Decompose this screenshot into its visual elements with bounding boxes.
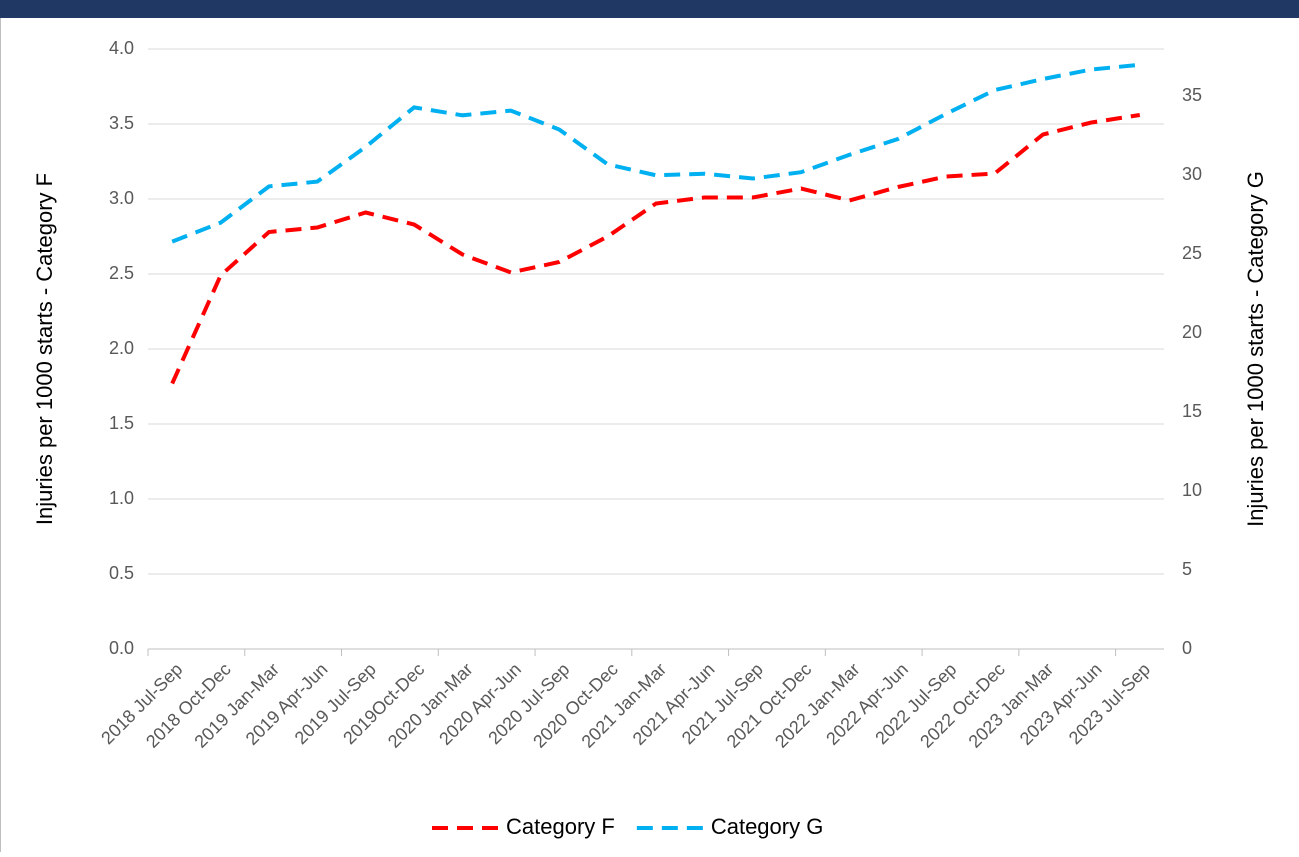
y-tick-label: 2.0 (109, 338, 134, 358)
y-tick-label: 0.5 (109, 563, 134, 583)
y2-tick-label: 30 (1182, 164, 1202, 184)
line-series (171, 62, 1140, 244)
header-bar (0, 0, 1299, 18)
y-tick-label: 3.5 (109, 113, 134, 133)
y2-tick-label: 35 (1182, 85, 1202, 105)
y-tick-label: 3.0 (109, 188, 134, 208)
line-series (170, 113, 1141, 385)
y2-tick-label: 15 (1182, 401, 1202, 421)
y2-tick-label: 20 (1182, 322, 1202, 342)
x-tick-label: 2022 Jan-Mar (771, 659, 864, 752)
x-tick-label: 2020 Jan-Mar (384, 659, 477, 752)
x-tick-label: 2020 Oct-Dec (529, 659, 622, 752)
x-tick-label: 2023 Jan-Mar (965, 659, 1058, 752)
y-tick-label: 1.5 (109, 413, 134, 433)
y2-tick-label: 5 (1182, 559, 1192, 579)
y-tick-label: 1.0 (109, 488, 134, 508)
y2-tick-label: 0 (1182, 638, 1192, 658)
x-tick-label: 2021 Oct-Dec (723, 659, 816, 752)
legend-label: Category G (711, 814, 824, 839)
y-tick-label: 2.5 (109, 263, 134, 283)
y-tick-label: 4.0 (109, 38, 134, 58)
x-tick-label: 2021 Jan-Mar (578, 659, 671, 752)
x-tick-label: 2018 Oct-Dec (142, 659, 235, 752)
y-tick-label: 0.0 (109, 638, 134, 658)
y2-tick-label: 10 (1182, 480, 1202, 500)
x-tick-label: 2022 Oct-Dec (916, 659, 1009, 752)
y2-axis-label: Injuries per 1000 starts - Category G (1243, 171, 1268, 527)
x-tick-label: 2019 Jan-Mar (190, 659, 283, 752)
legend-label: Category F (506, 814, 615, 839)
y-axis-label: Injuries per 1000 starts - Category F (32, 173, 57, 525)
y2-tick-label: 25 (1182, 243, 1202, 263)
